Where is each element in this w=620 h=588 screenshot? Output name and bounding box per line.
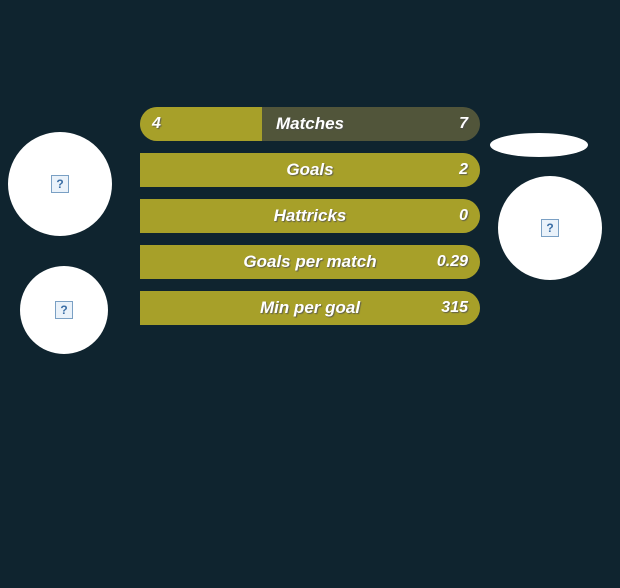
stat-fill-right [140, 291, 480, 325]
stat-fill-right [140, 153, 480, 187]
stat-row: 315Min per goal [140, 291, 480, 325]
stat-fill-right [140, 199, 480, 233]
stat-row: 2Goals [140, 153, 480, 187]
image-placeholder-icon: ? [541, 219, 559, 237]
avatar-placeholder-left-1: ? [8, 132, 112, 236]
avatar-placeholder-right: ? [498, 176, 602, 280]
stat-row: 47Matches [140, 107, 480, 141]
stat-fill-left [140, 107, 262, 141]
stat-fill-right [140, 245, 480, 279]
stat-row: 0.29Goals per match [140, 245, 480, 279]
stats-container: 47Matches 2Goals 0Hattricks 0.29Goals per m… [140, 107, 480, 325]
image-placeholder-icon: ? [55, 301, 73, 319]
avatar-placeholder-left-2: ? [20, 266, 108, 354]
decor-ellipse-right [490, 133, 588, 157]
stat-row: 0Hattricks [140, 199, 480, 233]
image-placeholder-icon: ? [51, 175, 69, 193]
